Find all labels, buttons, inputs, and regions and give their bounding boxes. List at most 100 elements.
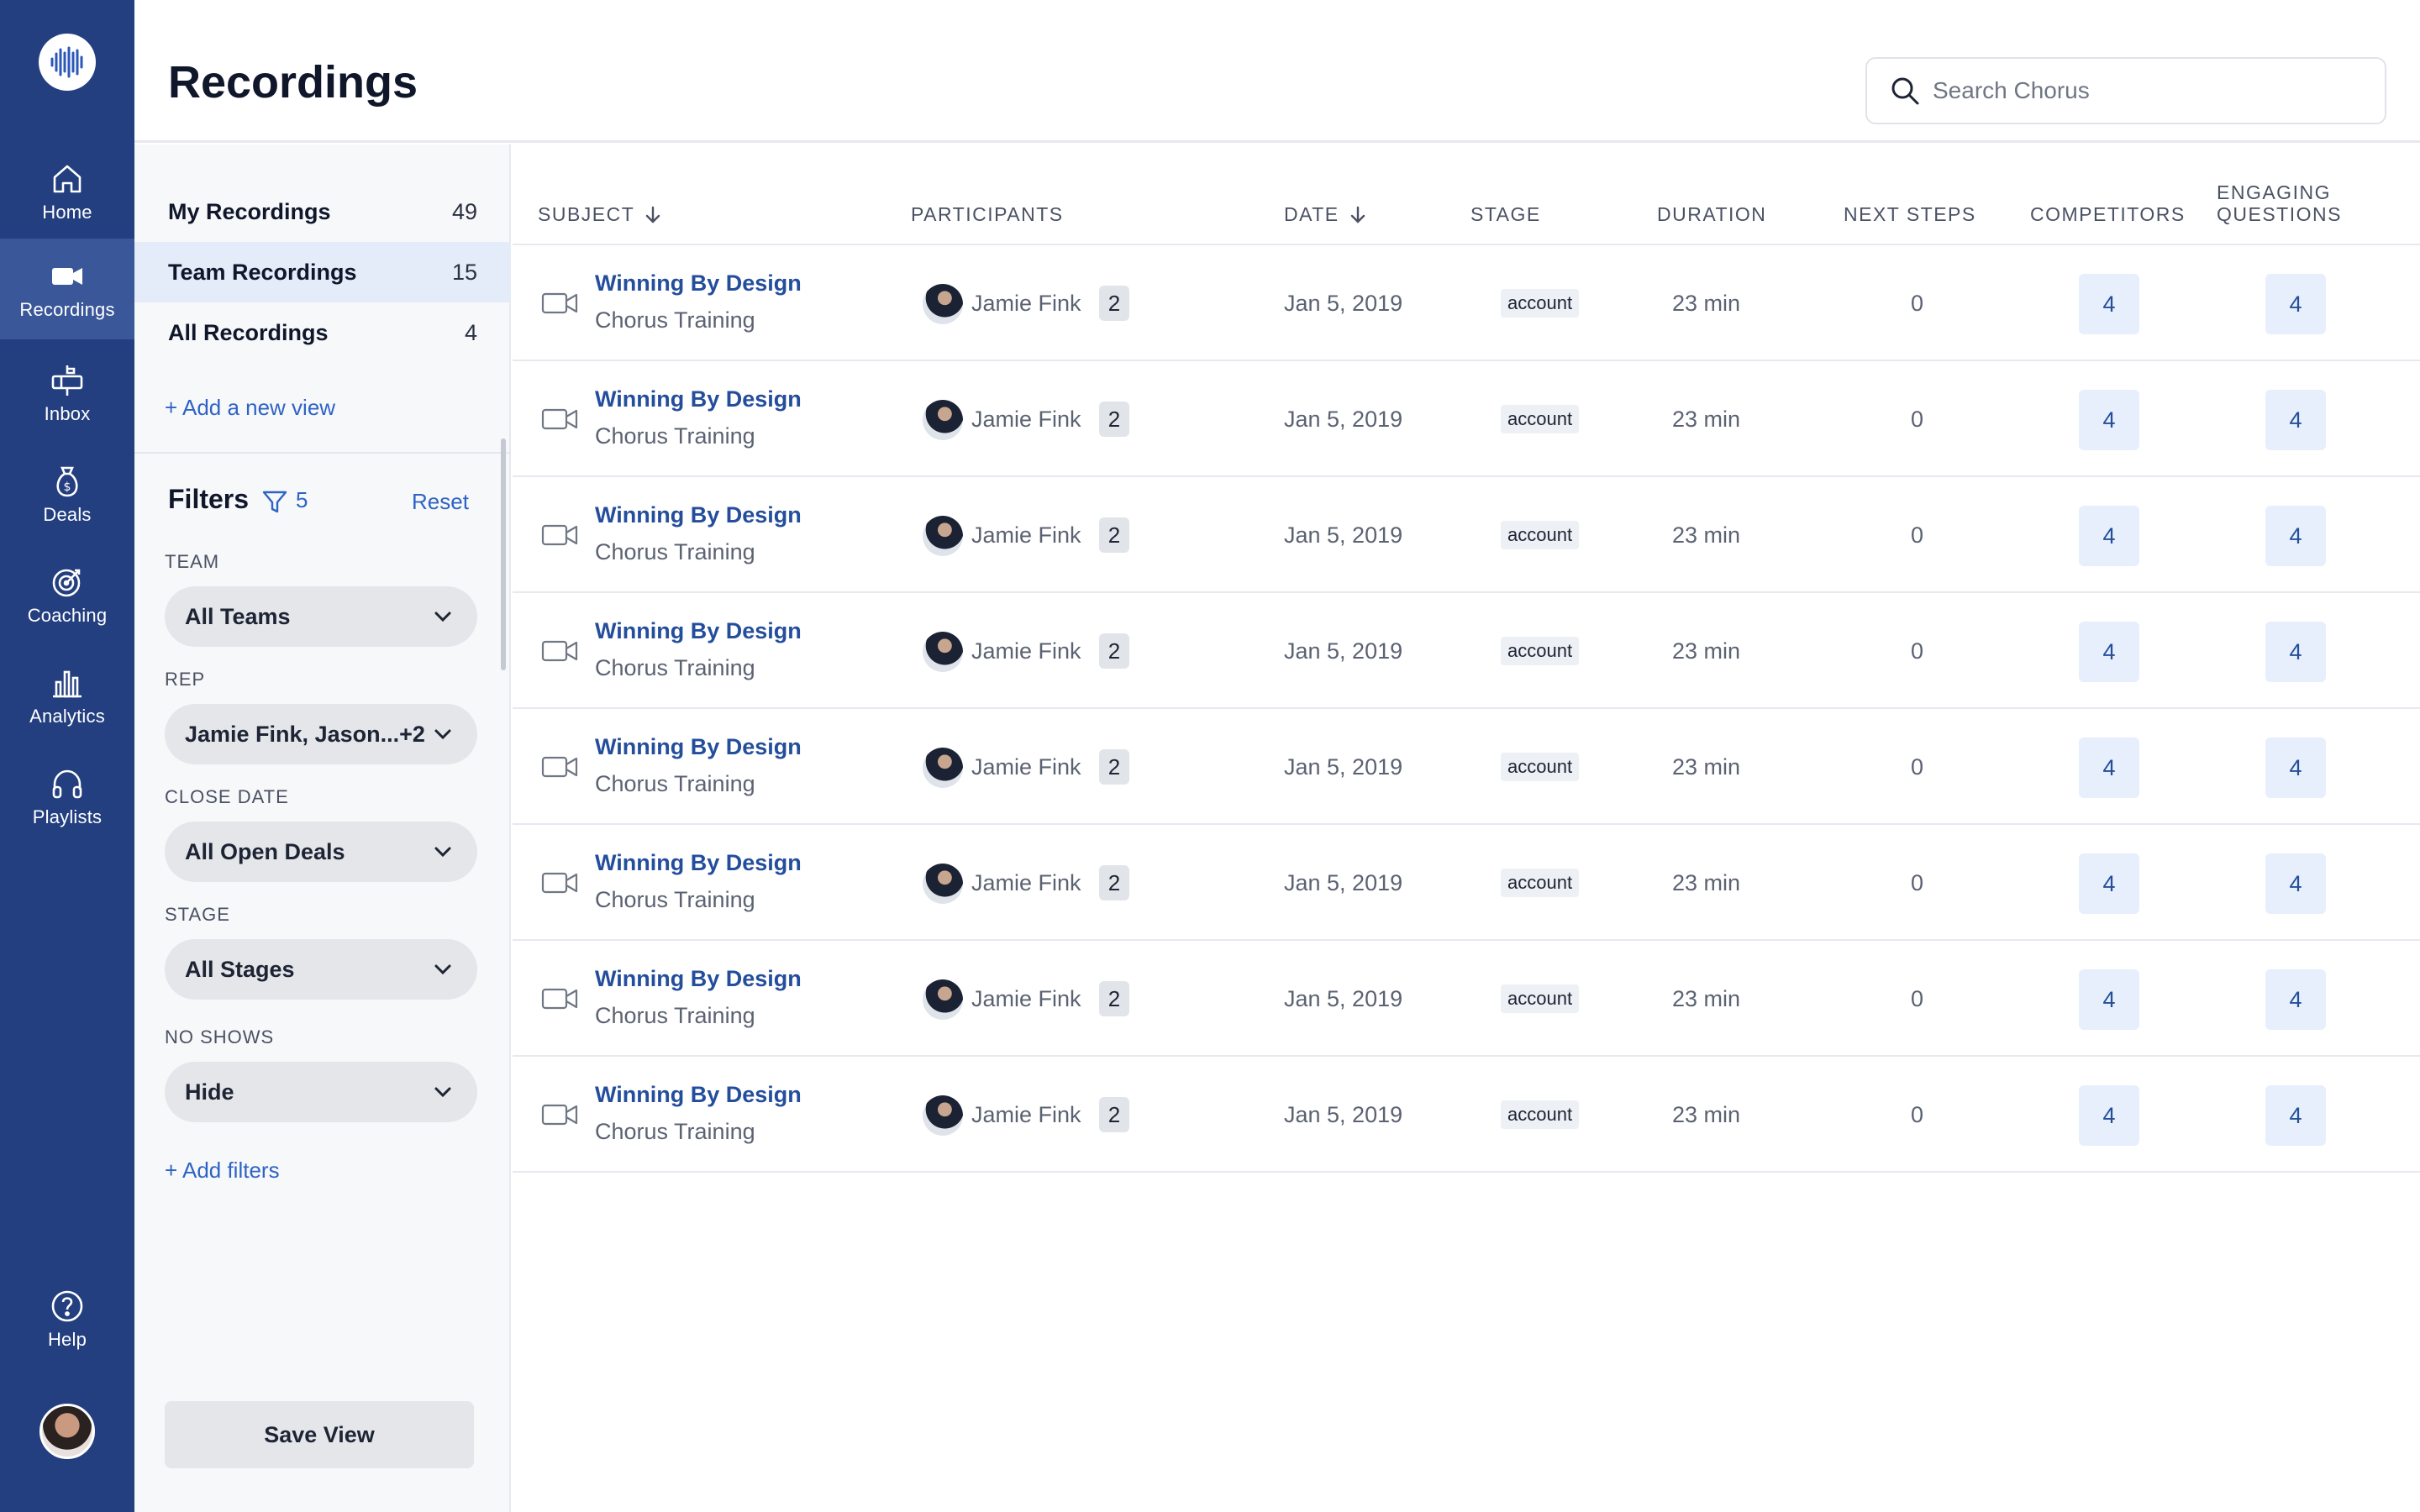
nav-item-inbox[interactable]: Inbox <box>0 343 134 444</box>
money-bag-icon: $ <box>56 466 78 497</box>
engaging-questions-count[interactable]: 4 <box>2265 853 2326 914</box>
table-row[interactable]: Winning By Design Chorus Training Jamie Fi… <box>513 361 2420 477</box>
chorus-logo-icon[interactable] <box>39 34 96 91</box>
recording-title-link[interactable]: Winning By Design <box>595 734 802 759</box>
stage-select[interactable]: All Stages <box>165 939 477 1000</box>
search-icon <box>1891 77 1919 105</box>
add-view-link[interactable]: + Add a new view <box>165 395 336 420</box>
select-value: All Stages <box>185 956 295 982</box>
user-avatar[interactable] <box>39 1404 95 1459</box>
col-subject[interactable]: SUBJECT <box>538 203 663 226</box>
more-participants-badge[interactable]: 2 <box>1099 402 1129 437</box>
search-box[interactable] <box>1865 57 2386 124</box>
recording-title-link[interactable]: Winning By Design <box>595 1082 802 1107</box>
reset-filters-link[interactable]: Reset <box>412 489 469 514</box>
nav-item-deals[interactable]: $ Deals <box>0 444 134 544</box>
filter-label-close-date: CLOSE DATE <box>165 786 289 807</box>
competitors-count[interactable]: 4 <box>2079 622 2139 682</box>
competitors-count[interactable]: 4 <box>2079 1085 2139 1146</box>
competitors-count[interactable]: 4 <box>2079 274 2139 334</box>
more-participants-badge[interactable]: 2 <box>1099 286 1129 321</box>
engaging-questions-count[interactable]: 4 <box>2265 969 2326 1030</box>
engaging-questions-count[interactable]: 4 <box>2265 622 2326 682</box>
engaging-questions-count[interactable]: 4 <box>2265 390 2326 450</box>
col-stage[interactable]: STAGE <box>1470 203 1541 225</box>
recording-subtitle: Chorus Training <box>595 539 755 564</box>
rep-select[interactable]: Jamie Fink, Jason...+2 <box>165 704 477 764</box>
recording-title-link[interactable]: Winning By Design <box>595 502 802 528</box>
table-row[interactable]: Winning By Design Chorus Training Jamie Fi… <box>513 941 2420 1057</box>
col-competitors[interactable]: COMPETITORS <box>2030 203 2186 225</box>
recording-title-link[interactable]: Winning By Design <box>595 386 802 412</box>
participant-avatar <box>923 864 963 904</box>
view-all-recordings[interactable]: All Recordings 4 <box>134 302 511 363</box>
recording-duration: 23 min <box>1672 638 1741 664</box>
funnel-icon <box>262 491 287 513</box>
nav-item-analytics[interactable]: Analytics <box>0 645 134 746</box>
view-my-recordings[interactable]: My Recordings 49 <box>134 181 511 242</box>
engaging-questions-count[interactable]: 4 <box>2265 738 2326 798</box>
nav-item-home[interactable]: Home <box>0 141 134 242</box>
table-row[interactable]: Winning By Design Chorus Training Jamie Fi… <box>513 1057 2420 1173</box>
table-row[interactable]: Winning By Design Chorus Training Jamie Fi… <box>513 593 2420 709</box>
competitors-count[interactable]: 4 <box>2079 506 2139 566</box>
stage-badge: account <box>1501 753 1580 781</box>
stage-badge: account <box>1501 984 1580 1013</box>
view-count: 4 <box>464 319 477 345</box>
col-date[interactable]: DATE <box>1284 203 1368 226</box>
more-participants-badge[interactable]: 2 <box>1099 633 1129 669</box>
col-duration[interactable]: DURATION <box>1657 203 1767 225</box>
add-filters-link[interactable]: + Add filters <box>165 1158 280 1183</box>
nav-label: Help <box>47 1329 87 1350</box>
engaging-questions-count[interactable]: 4 <box>2265 506 2326 566</box>
engaging-questions-count[interactable]: 4 <box>2265 1085 2326 1146</box>
col-next-steps[interactable]: NEXT STEPS <box>1844 203 1976 225</box>
recording-duration: 23 min <box>1672 986 1741 1011</box>
recording-duration: 23 min <box>1672 407 1741 432</box>
more-participants-badge[interactable]: 2 <box>1099 865 1129 900</box>
table-row[interactable]: Winning By Design Chorus Training Jamie Fi… <box>513 709 2420 825</box>
team-select[interactable]: All Teams <box>165 586 477 647</box>
col-engaging-questions-line2[interactable]: QUESTIONS <box>2217 203 2342 225</box>
nav-item-coaching[interactable]: Coaching <box>0 544 134 645</box>
video-camera-icon <box>541 872 578 894</box>
recording-date: Jan 5, 2019 <box>1284 1102 1403 1127</box>
competitors-count[interactable]: 4 <box>2079 969 2139 1030</box>
select-value: All Teams <box>185 603 291 629</box>
more-participants-badge[interactable]: 2 <box>1099 749 1129 785</box>
no-shows-select[interactable]: Hide <box>165 1062 477 1122</box>
col-engaging-questions-line1[interactable]: ENGAGING <box>2217 181 2331 203</box>
nav-item-help[interactable]: Help <box>0 1268 134 1369</box>
competitors-count[interactable]: 4 <box>2079 390 2139 450</box>
save-view-button[interactable]: Save View <box>165 1401 474 1468</box>
col-participants[interactable]: PARTICIPANTS <box>911 203 1064 225</box>
nav-item-playlists[interactable]: Playlists <box>0 746 134 847</box>
help-circle-icon <box>51 1290 83 1322</box>
table-row[interactable]: Winning By Design Chorus Training Jamie Fi… <box>513 477 2420 593</box>
engaging-questions-count[interactable]: 4 <box>2265 274 2326 334</box>
view-team-recordings[interactable]: Team Recordings 15 <box>134 242 511 302</box>
more-participants-badge[interactable]: 2 <box>1099 1097 1129 1132</box>
close-date-select[interactable]: All Open Deals <box>165 822 477 882</box>
recording-title-link[interactable]: Winning By Design <box>595 618 802 643</box>
recording-title-link[interactable]: Winning By Design <box>595 850 802 875</box>
panel-scrollbar[interactable] <box>501 438 506 670</box>
recording-title-link[interactable]: Winning By Design <box>595 966 802 991</box>
table-row[interactable]: Winning By Design Chorus Training Jamie Fi… <box>513 245 2420 361</box>
more-participants-badge[interactable]: 2 <box>1099 981 1129 1016</box>
competitors-count[interactable]: 4 <box>2079 738 2139 798</box>
nav-item-recordings[interactable]: Recordings <box>0 239 134 339</box>
table-header: SUBJECT PARTICIPANTS DATE STAGE DURATION… <box>513 144 2420 245</box>
view-count: 15 <box>451 259 477 285</box>
recording-title-link[interactable]: Winning By Design <box>595 270 802 296</box>
participant-name: Jamie Fink <box>971 754 1081 780</box>
recording-duration: 23 min <box>1672 870 1741 895</box>
participant-avatar <box>923 1095 963 1136</box>
search-input[interactable] <box>1933 77 2353 104</box>
video-camera-icon <box>52 268 82 285</box>
more-participants-badge[interactable]: 2 <box>1099 517 1129 553</box>
sort-arrow-down-icon <box>1350 206 1365 223</box>
competitors-count[interactable]: 4 <box>2079 853 2139 914</box>
filter-label-stage: STAGE <box>165 904 230 925</box>
table-row[interactable]: Winning By Design Chorus Training Jamie Fi… <box>513 825 2420 941</box>
